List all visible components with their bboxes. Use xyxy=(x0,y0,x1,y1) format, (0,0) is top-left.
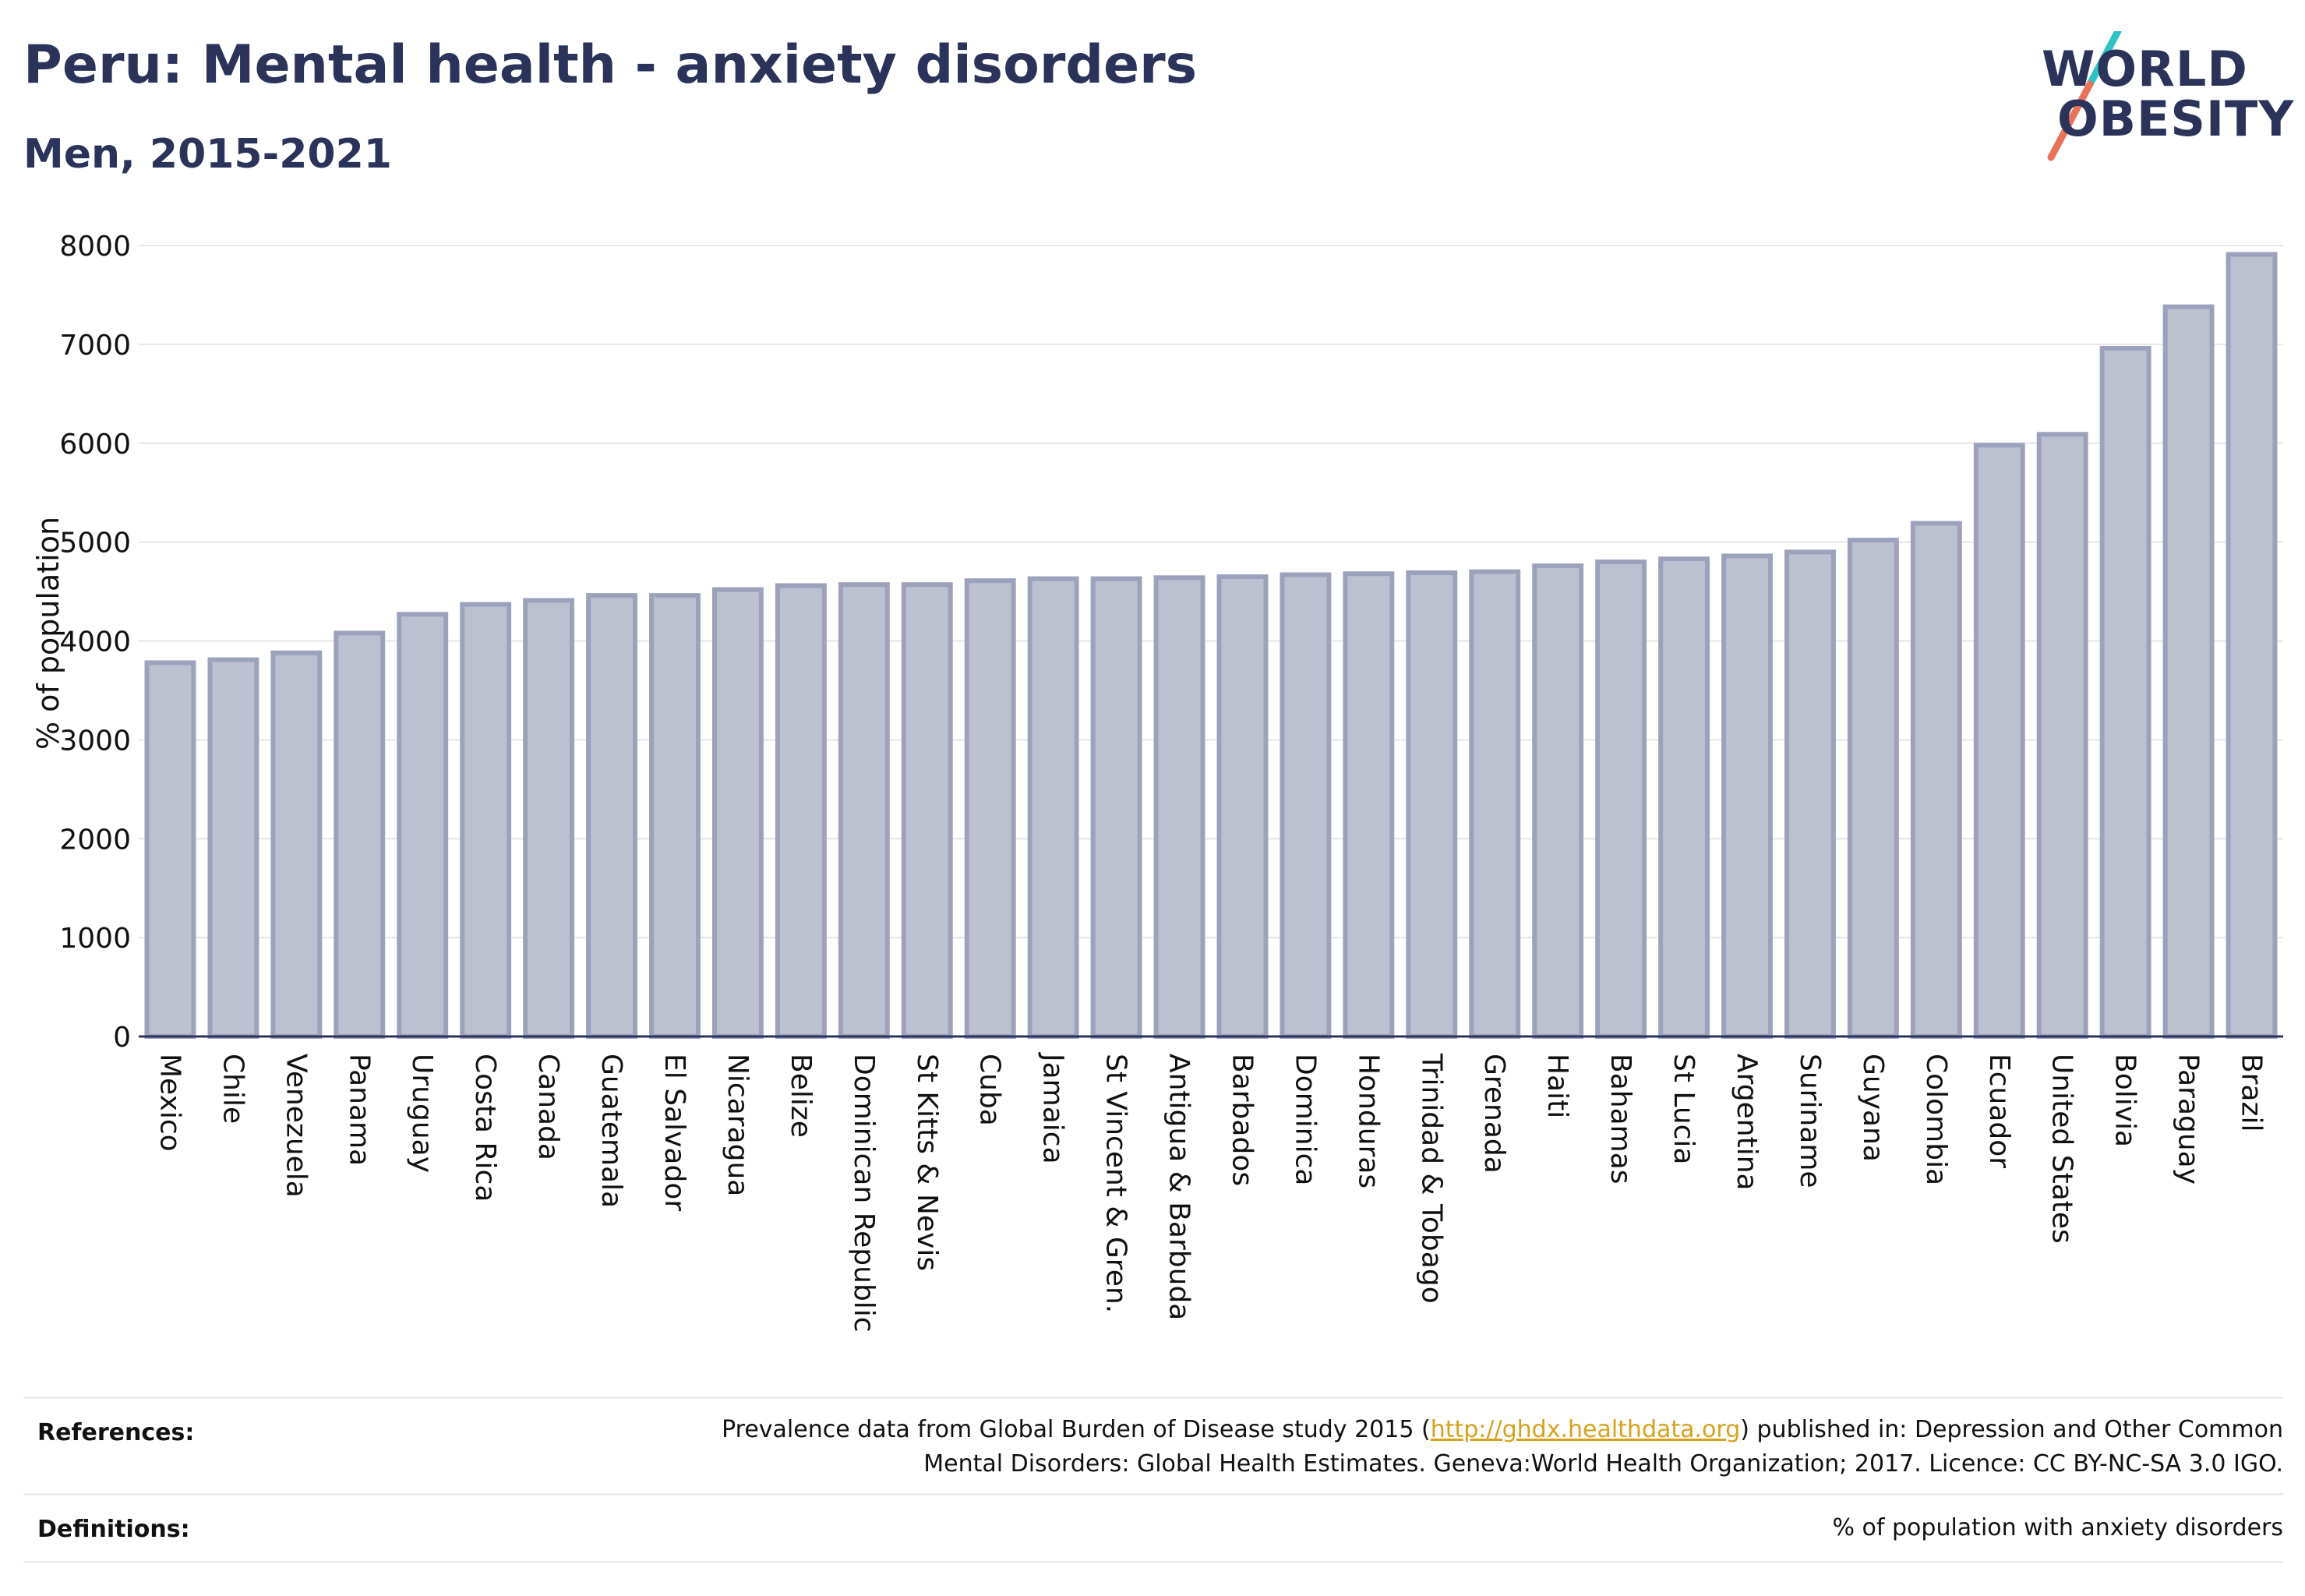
x-tick-label: Panama xyxy=(343,1054,375,1166)
x-tick-label: Jamaica xyxy=(1037,1052,1069,1164)
bar-brazil xyxy=(2226,252,2278,1039)
bar-canada xyxy=(523,598,575,1039)
x-tick-label: El Salvador xyxy=(658,1054,690,1211)
references-line1-pre: Prevalence data from Global Burden of Di… xyxy=(722,1416,1431,1443)
bar-jamaica xyxy=(1027,576,1079,1040)
logo-slash-icon xyxy=(2047,31,2122,161)
bar-dominican-republic xyxy=(838,582,890,1039)
bar-united-states xyxy=(2036,432,2088,1039)
y-tick-label: 8000 xyxy=(59,231,131,263)
y-axis-label: % of population xyxy=(31,517,65,750)
bar-chart: 0 1000 2000 3000 4000 5000 6000 7000 8000 Mexico… xyxy=(31,231,2283,1333)
bar-nicaragua xyxy=(711,587,764,1039)
bar-guatemala xyxy=(586,593,638,1039)
x-tick-label: Uruguay xyxy=(406,1054,438,1173)
references-link[interactable]: http://ghdx.healthdata.org xyxy=(1430,1416,1741,1443)
x-tick-label: St Lucia xyxy=(1668,1054,1700,1165)
x-tick-label: Bahamas xyxy=(1604,1054,1636,1185)
x-tick-label: Bolivia xyxy=(2109,1054,2141,1147)
bar-ecuador xyxy=(1973,443,2025,1040)
bar-honduras xyxy=(1343,571,1395,1040)
x-tick-label: Suriname xyxy=(1794,1054,1826,1188)
x-tick-label: Chile xyxy=(217,1054,249,1124)
bar-el-salvador xyxy=(649,593,701,1039)
bar-haiti xyxy=(1532,563,1584,1039)
y-tick-label: 1000 xyxy=(59,923,131,955)
x-tick-label: Guyana xyxy=(1857,1054,1889,1162)
definitions-row: Definitions: % of population with anxiet… xyxy=(23,1493,2283,1563)
bar-argentina xyxy=(1721,553,1773,1039)
x-tick-label: Honduras xyxy=(1352,1054,1384,1188)
bar-antigua-barbuda xyxy=(1153,575,1205,1039)
x-tick-label: St Vincent & Gren. xyxy=(1100,1054,1132,1313)
x-tick-label: Venezuela xyxy=(280,1054,312,1198)
x-tick-label: Mexico xyxy=(154,1054,185,1152)
x-tick-label: St Kitts & Nevis xyxy=(911,1054,943,1271)
logo-line1: WORLD xyxy=(2042,41,2248,97)
x-tick-label: Guatemala xyxy=(595,1054,627,1208)
y-tick-labels: 0 1000 2000 3000 4000 5000 6000 7000 8000 xyxy=(59,231,131,1054)
x-tick-label: Haiti xyxy=(1541,1054,1573,1118)
references-line2: Mental Disorders: Global Health Estimate… xyxy=(923,1450,2283,1478)
bar-panama xyxy=(334,630,386,1039)
x-tick-label: Paraguay xyxy=(2173,1054,2204,1185)
x-tick-label: Dominica xyxy=(1289,1054,1321,1186)
x-tick-label: United States xyxy=(2046,1054,2078,1244)
x-tick-label: Cuba xyxy=(974,1054,1006,1126)
x-tick-labels: Mexico Chile Venezuela Panama Uruguay Costa R… xyxy=(154,1052,2267,1333)
bar-colombia xyxy=(1910,521,1962,1039)
x-tick-label: Brazil xyxy=(2236,1054,2268,1132)
y-tick-label: 4000 xyxy=(59,627,131,659)
bar-chile xyxy=(207,657,259,1039)
bar-suriname xyxy=(1784,549,1836,1039)
y-tick-label: 0 xyxy=(113,1022,131,1054)
x-tick-label: Canada xyxy=(532,1054,564,1160)
chart-title: Peru: Mental health - anxiety disorders xyxy=(23,34,1198,96)
bar-cuba xyxy=(964,578,1016,1039)
x-tick-label: Colombia xyxy=(1920,1054,1952,1185)
x-tick-label: Argentina xyxy=(1731,1054,1763,1191)
x-tick-label: Barbados xyxy=(1226,1054,1258,1186)
bar-st-lucia xyxy=(1658,556,1710,1040)
definitions-text: % of population with anxiety disorders xyxy=(1832,1514,2283,1541)
y-tick-label: 5000 xyxy=(59,528,131,560)
bar-st-vincent-gren- xyxy=(1090,576,1142,1040)
y-tick-label: 2000 xyxy=(59,824,131,856)
x-tick-label: Trinidad & Tobago xyxy=(1415,1053,1447,1304)
references-row: References: Prevalence data from Global … xyxy=(23,1396,2283,1495)
bar-bolivia xyxy=(2099,345,2151,1039)
y-tick-label: 6000 xyxy=(59,429,131,461)
x-tick-label: Nicaragua xyxy=(722,1054,754,1196)
bar-belize xyxy=(775,583,827,1039)
logo-line2: OBESITY xyxy=(2057,90,2295,147)
bars xyxy=(144,252,2278,1040)
bar-dominica xyxy=(1280,572,1332,1039)
y-tick-label: 3000 xyxy=(59,725,131,757)
bar-st-kitts-nevis xyxy=(901,582,953,1039)
x-tick-label: Antigua & Barbuda xyxy=(1163,1054,1195,1320)
references-label: References: xyxy=(37,1419,195,1446)
x-tick-label: Ecuador xyxy=(1983,1054,2015,1168)
bar-bahamas xyxy=(1595,560,1647,1039)
bar-costa-rica xyxy=(460,602,512,1039)
bar-uruguay xyxy=(397,612,449,1039)
x-tick-label: Costa Rica xyxy=(469,1054,501,1202)
world-obesity-logo: WORLD OBESITY xyxy=(2034,31,2295,171)
bar-mexico xyxy=(144,660,196,1039)
bar-grenada xyxy=(1469,569,1521,1039)
x-tick-label: Dominican Republic xyxy=(848,1054,880,1333)
references-line1-post: ) published in: Depression and Other Com… xyxy=(1740,1416,2283,1443)
chart-subtitle: Men, 2015-2021 xyxy=(23,131,392,178)
x-tick-label: Belize xyxy=(785,1054,817,1138)
x-tick-label: Grenada xyxy=(1478,1054,1510,1174)
references-text: Prevalence data from Global Burden of Di… xyxy=(722,1413,2283,1481)
definitions-label: Definitions: xyxy=(37,1516,190,1543)
y-tick-label: 7000 xyxy=(59,330,131,362)
bar-paraguay xyxy=(2162,304,2215,1040)
bar-venezuela xyxy=(270,650,323,1039)
bar-guyana xyxy=(1847,538,1899,1039)
bar-barbados xyxy=(1216,574,1269,1039)
bar-trinidad-tobago xyxy=(1406,570,1458,1039)
